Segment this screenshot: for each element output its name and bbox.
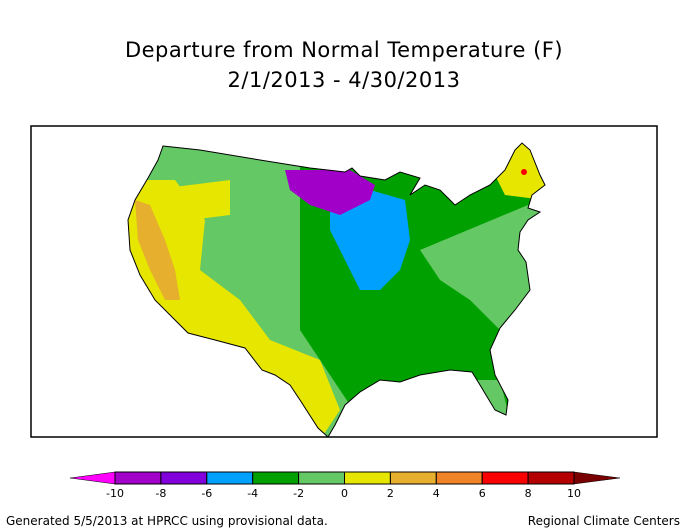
legend-tick-label: 2 [387, 487, 394, 500]
legend-swatch [298, 471, 346, 485]
region-california-2-4 [135, 200, 180, 300]
color-legend: -10 -8 -6 -4 -2 0 2 4 6 8 10 [69, 471, 621, 500]
legend-tick-label: -6 [201, 487, 212, 500]
region-east-minus2-0 [420, 200, 540, 330]
legend-swatch [389, 471, 437, 485]
region-maine-6-8 [521, 169, 527, 175]
legend-tick-label: 8 [525, 487, 532, 500]
legend-swatch [160, 471, 208, 485]
date-range: 2/1/2013 - 4/30/2013 [227, 68, 461, 92]
region-west-0-2 [128, 180, 340, 437]
legend-swatch [114, 471, 162, 485]
legend-tick-label: -8 [155, 487, 166, 500]
legend-swatch [252, 471, 300, 485]
legend-tick-label: -10 [106, 487, 124, 500]
legend-swatch [481, 471, 529, 485]
legend-swatch [344, 471, 391, 485]
region-midwest-minus6-4 [330, 190, 410, 290]
legend-tick-label: 6 [479, 487, 486, 500]
region-north-minus10-8 [285, 170, 375, 215]
legend-swatch [435, 471, 483, 485]
legend-tick-label: 10 [567, 487, 581, 500]
legend-above-arrow [573, 471, 621, 485]
credit: Regional Climate Centers [527, 514, 680, 528]
legend-below-arrow [69, 471, 116, 485]
legend-tick-label: 0 [341, 487, 348, 500]
region-northwest-0-2 [150, 180, 230, 220]
generated-note: Generated 5/5/2013 at HPRCC using provis… [6, 514, 328, 528]
legend-tick-label: 4 [433, 487, 440, 500]
legend-swatch [527, 471, 575, 485]
legend-swatch [206, 471, 254, 485]
legend-tick-label: -2 [293, 487, 304, 500]
legend-tick-label: -4 [247, 487, 258, 500]
map-title: Departure from Normal Temperature (F) [124, 38, 564, 62]
